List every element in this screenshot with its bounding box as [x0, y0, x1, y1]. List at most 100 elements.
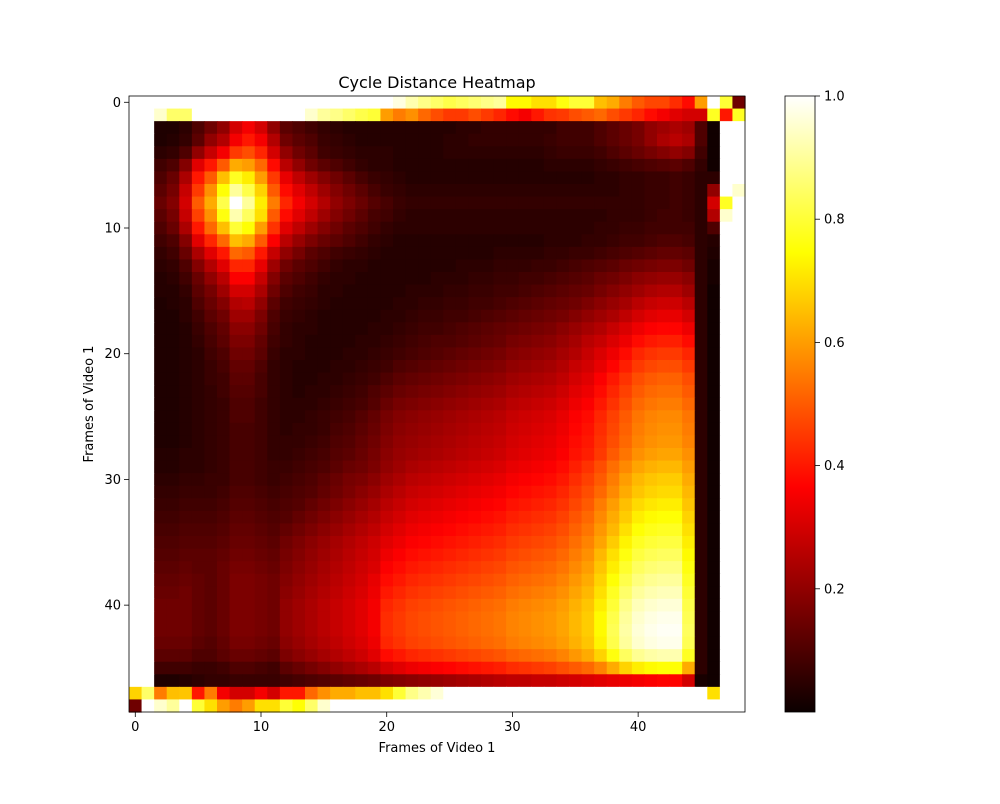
heatmap-cell	[330, 536, 344, 550]
heatmap-cell	[204, 209, 218, 223]
heatmap-cell	[556, 611, 570, 625]
heatmap-cell	[543, 108, 558, 122]
heatmap-cell	[569, 485, 583, 499]
heatmap-cell	[531, 108, 545, 122]
heatmap-cell	[204, 221, 218, 235]
heatmap-cell	[719, 385, 734, 399]
heatmap-cell	[719, 121, 734, 135]
heatmap-cell	[481, 234, 495, 248]
heatmap-cell	[619, 674, 633, 688]
heatmap-cell	[657, 171, 671, 185]
heatmap-cell	[531, 209, 545, 223]
heatmap-cell	[418, 246, 432, 261]
heatmap-cell	[531, 410, 545, 424]
heatmap-cell	[631, 347, 646, 361]
heatmap-cell	[154, 410, 168, 424]
heatmap-cell	[594, 448, 608, 462]
heatmap-cell	[606, 410, 620, 424]
heatmap-cell	[694, 347, 708, 361]
heatmap-cell	[279, 686, 294, 701]
heatmap-cell	[732, 686, 746, 701]
heatmap-cell	[518, 334, 532, 349]
heatmap-cell	[455, 674, 470, 688]
heatmap-cell	[179, 347, 193, 361]
heatmap-cell	[556, 96, 570, 110]
heatmap-cell	[166, 322, 180, 336]
heatmap-cell	[279, 649, 294, 663]
heatmap-cell	[317, 171, 331, 185]
heatmap-cell	[481, 523, 495, 537]
heatmap-cell	[317, 158, 331, 173]
heatmap-cell	[166, 498, 180, 512]
heatmap-cell	[631, 510, 646, 525]
heatmap-cell	[342, 510, 356, 525]
heatmap-cell	[694, 284, 708, 298]
heatmap-cell	[204, 246, 218, 261]
heatmap-cell	[481, 573, 495, 587]
heatmap-cell	[191, 121, 206, 135]
heatmap-cell	[455, 322, 470, 336]
heatmap-cell	[405, 636, 419, 650]
heatmap-cell	[732, 171, 746, 185]
heatmap-cell	[443, 674, 457, 688]
heatmap-cell	[518, 661, 532, 675]
heatmap-cell	[493, 171, 507, 185]
heatmap-cell	[141, 573, 155, 587]
x-tick-label: 10	[253, 720, 270, 735]
heatmap-cell	[657, 649, 671, 663]
y-tick-label: 40	[104, 599, 121, 614]
heatmap-cell	[418, 548, 432, 562]
heatmap-cell	[506, 108, 520, 122]
heatmap-cell	[644, 686, 658, 701]
heatmap-cell	[669, 460, 683, 474]
heatmap-cell	[267, 221, 281, 235]
heatmap-cell	[543, 686, 558, 701]
heatmap-cell	[229, 347, 243, 361]
heatmap-cell	[594, 397, 608, 411]
heatmap-cell	[569, 146, 583, 160]
chart-title: Cycle Distance Heatmap	[338, 73, 535, 92]
heatmap-cell	[393, 347, 407, 361]
heatmap-cell	[305, 259, 319, 273]
heatmap-cell	[543, 661, 558, 675]
heatmap-cell	[279, 410, 294, 424]
heatmap-cell	[380, 636, 394, 650]
heatmap-cell	[493, 674, 507, 688]
heatmap-cell	[694, 598, 708, 613]
heatmap-cell	[732, 334, 746, 349]
heatmap-cell	[669, 510, 683, 525]
heatmap-cell	[518, 372, 532, 386]
heatmap-cell	[242, 246, 256, 261]
heatmap-cell	[682, 184, 696, 198]
heatmap-cell	[242, 272, 256, 286]
heatmap-cell	[279, 360, 294, 374]
heatmap-cell	[141, 586, 155, 600]
heatmap-cell	[179, 334, 193, 349]
heatmap-cell	[606, 334, 620, 349]
heatmap-cell	[594, 598, 608, 613]
heatmap-cell	[229, 284, 243, 298]
heatmap-cell	[154, 246, 168, 261]
heatmap-cell	[430, 548, 444, 562]
heatmap-cell	[254, 184, 268, 198]
heatmap-cell	[279, 121, 294, 135]
heatmap-cell	[179, 611, 193, 625]
heatmap-cell	[493, 573, 507, 587]
heatmap-cell	[518, 510, 532, 525]
heatmap-cell	[581, 322, 595, 336]
heatmap-cell	[468, 146, 482, 160]
heatmap-cell	[631, 523, 646, 537]
heatmap-cell	[707, 347, 721, 361]
heatmap-cell	[644, 360, 658, 374]
heatmap-cell	[493, 272, 507, 286]
heatmap-cell	[644, 133, 658, 147]
heatmap-cell	[393, 686, 407, 701]
heatmap-cell	[531, 649, 545, 663]
heatmap-cell	[393, 234, 407, 248]
heatmap-cell	[707, 234, 721, 248]
heatmap-cell	[493, 297, 507, 311]
heatmap-cell	[707, 448, 721, 462]
heatmap-cell	[367, 234, 382, 248]
heatmap-cell	[418, 611, 432, 625]
heatmap-cell	[707, 372, 721, 386]
